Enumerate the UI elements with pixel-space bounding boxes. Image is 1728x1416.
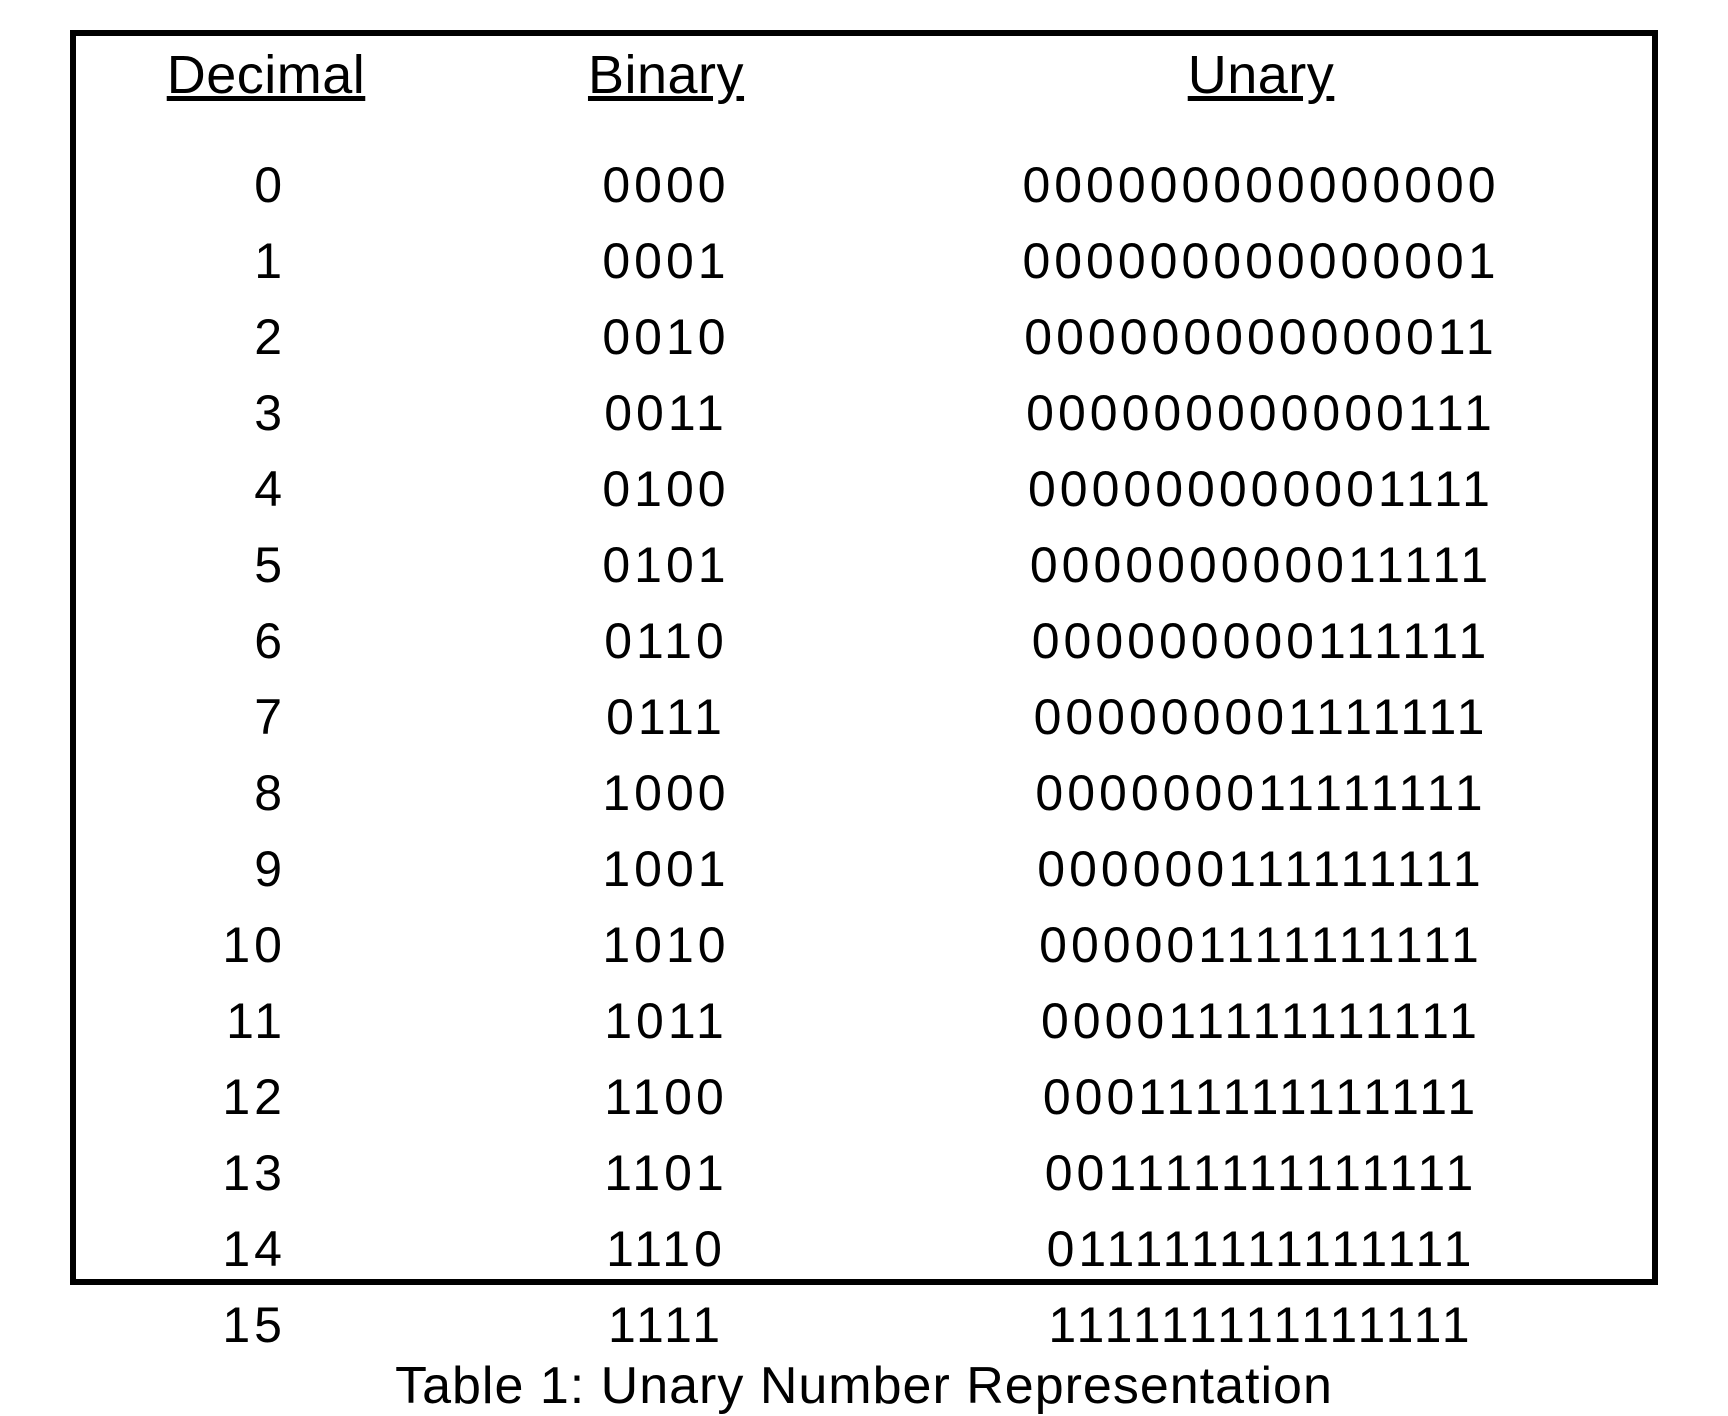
table-row: 10 1010 000001111111111 xyxy=(76,914,1652,976)
cell-unary: 111111111111111 xyxy=(876,1294,1646,1356)
cell-decimal: 8 xyxy=(76,762,456,824)
column-header-decimal: Decimal xyxy=(76,44,456,106)
table-row: 7 0111 000000001111111 xyxy=(76,686,1652,748)
cell-binary: 1111 xyxy=(456,1294,876,1356)
table-frame: Decimal Binary Unary 0 0000 000000000000… xyxy=(70,30,1658,1285)
cell-unary: 000111111111111 xyxy=(876,1066,1646,1128)
cell-unary: 000000111111111 xyxy=(876,838,1646,900)
table-row: 15 1111 111111111111111 xyxy=(76,1294,1652,1356)
cell-unary: 000000000000111 xyxy=(876,382,1646,444)
table-row: 14 1110 011111111111111 xyxy=(76,1218,1652,1280)
cell-unary: 000000001111111 xyxy=(876,686,1646,748)
cell-decimal: 13 xyxy=(76,1142,456,1204)
cell-binary: 0000 xyxy=(456,154,876,216)
header-label-unary: Unary xyxy=(1188,44,1335,106)
cell-unary: 000001111111111 xyxy=(876,914,1646,976)
table-row: 6 0110 000000000111111 xyxy=(76,610,1652,672)
cell-decimal: 4 xyxy=(76,458,456,520)
cell-decimal: 3 xyxy=(76,382,456,444)
table-row: 0 0000 000000000000000 xyxy=(76,154,1652,216)
cell-decimal: 10 xyxy=(76,914,456,976)
cell-binary: 1011 xyxy=(456,990,876,1052)
cell-decimal: 6 xyxy=(76,610,456,672)
table-row: 5 0101 000000000011111 xyxy=(76,534,1652,596)
cell-binary: 0110 xyxy=(456,610,876,672)
cell-unary: 000000000000000 xyxy=(876,154,1646,216)
cell-decimal: 15 xyxy=(76,1294,456,1356)
column-header-unary: Unary xyxy=(876,44,1646,106)
cell-binary: 1000 xyxy=(456,762,876,824)
cell-decimal: 14 xyxy=(76,1218,456,1280)
cell-binary: 0111 xyxy=(456,686,876,748)
table-caption-wrap: Table 1: Unary Number Representation xyxy=(76,1356,1652,1416)
cell-unary: 000000000000011 xyxy=(876,306,1646,368)
cell-binary: 1100 xyxy=(456,1066,876,1128)
cell-binary: 1001 xyxy=(456,838,876,900)
cell-binary: 0001 xyxy=(456,230,876,292)
table-row: 8 1000 000000011111111 xyxy=(76,762,1652,824)
cell-unary: 000011111111111 xyxy=(876,990,1646,1052)
cell-decimal: 11 xyxy=(76,990,456,1052)
cell-decimal: 5 xyxy=(76,534,456,596)
cell-binary: 0011 xyxy=(456,382,876,444)
cell-decimal: 12 xyxy=(76,1066,456,1128)
cell-unary: 000000000111111 xyxy=(876,610,1646,672)
cell-unary: 000000011111111 xyxy=(876,762,1646,824)
column-header-binary: Binary xyxy=(456,44,876,106)
header-label-binary: Binary xyxy=(588,44,744,106)
header-label-decimal: Decimal xyxy=(167,44,366,106)
table-row: 1 0001 000000000000001 xyxy=(76,230,1652,292)
cell-binary: 0100 xyxy=(456,458,876,520)
cell-binary: 0101 xyxy=(456,534,876,596)
cell-decimal: 2 xyxy=(76,306,456,368)
cell-binary: 1110 xyxy=(456,1218,876,1280)
cell-binary: 1101 xyxy=(456,1142,876,1204)
cell-decimal: 9 xyxy=(76,838,456,900)
table-row: 3 0011 000000000000111 xyxy=(76,382,1652,444)
table-row: 4 0100 000000000001111 xyxy=(76,458,1652,520)
table-body: 0 0000 000000000000000 1 0001 0000000000… xyxy=(76,154,1652,1356)
cell-unary: 011111111111111 xyxy=(876,1218,1646,1280)
cell-decimal: 0 xyxy=(76,154,456,216)
table-row: 11 1011 000011111111111 xyxy=(76,990,1652,1052)
cell-decimal: 7 xyxy=(76,686,456,748)
table-row: 13 1101 001111111111111 xyxy=(76,1142,1652,1204)
cell-unary: 000000000001111 xyxy=(876,458,1646,520)
cell-binary: 0010 xyxy=(456,306,876,368)
table-row: 12 1100 000111111111111 xyxy=(76,1066,1652,1128)
table-header-row: Decimal Binary Unary xyxy=(76,36,1652,106)
table-row: 2 0010 000000000000011 xyxy=(76,306,1652,368)
cell-unary: 000000000000001 xyxy=(876,230,1646,292)
cell-decimal: 1 xyxy=(76,230,456,292)
table-row: 9 1001 000000111111111 xyxy=(76,838,1652,900)
table-caption: Table 1: Unary Number Representation xyxy=(395,1357,1333,1415)
cell-unary: 001111111111111 xyxy=(876,1142,1646,1204)
cell-unary: 000000000011111 xyxy=(876,534,1646,596)
cell-binary: 1010 xyxy=(456,914,876,976)
table-content: Decimal Binary Unary 0 0000 000000000000… xyxy=(76,36,1652,1279)
